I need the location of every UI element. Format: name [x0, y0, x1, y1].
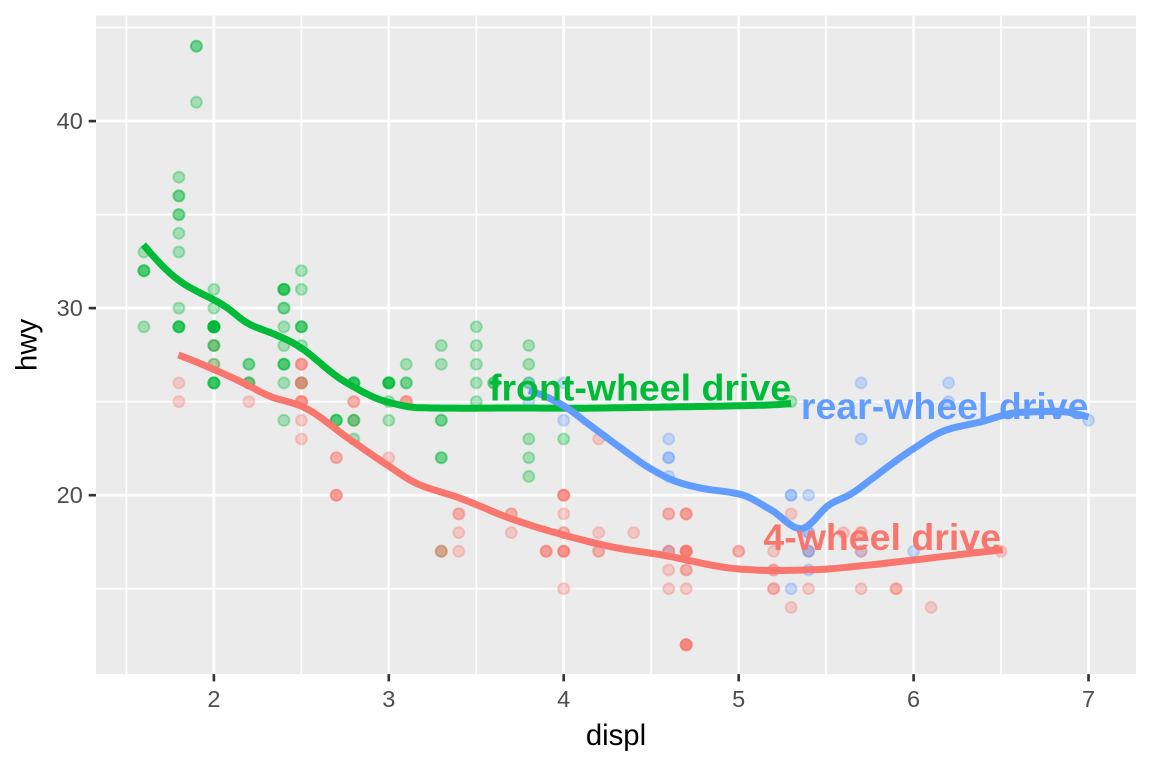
svg-text:rear-wheel drive: rear-wheel drive [801, 385, 1089, 427]
svg-text:40: 40 [57, 108, 83, 134]
svg-text:7: 7 [1082, 686, 1095, 712]
svg-text:5: 5 [732, 686, 745, 712]
svg-text:20: 20 [57, 482, 83, 508]
svg-text:30: 30 [57, 295, 83, 321]
svg-text:front-wheel drive: front-wheel drive [489, 366, 791, 408]
svg-text:displ: displ [586, 719, 646, 752]
svg-text:3: 3 [382, 686, 395, 712]
svg-text:6: 6 [907, 686, 920, 712]
svg-text:hwy: hwy [11, 319, 44, 371]
svg-text:4: 4 [557, 686, 570, 712]
svg-text:4-wheel drive: 4-wheel drive [763, 516, 1001, 558]
svg-text:2: 2 [207, 686, 220, 712]
